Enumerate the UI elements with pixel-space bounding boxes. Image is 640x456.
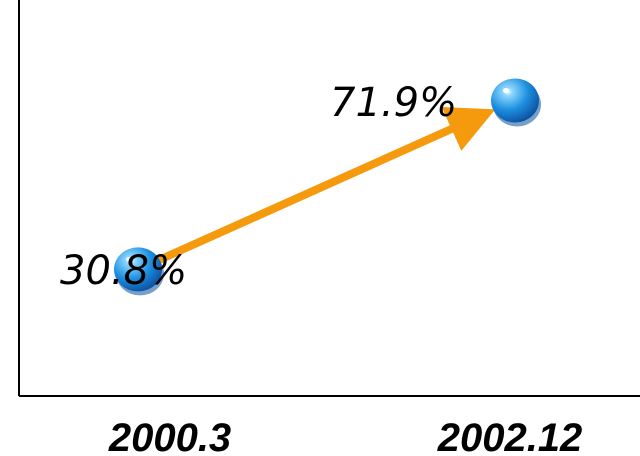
data-label-start: 30.8% [60, 248, 187, 294]
x-tick-label-end: 2002.12 [437, 416, 583, 456]
data-point-0 [114, 247, 164, 296]
data-point-1 [491, 78, 541, 127]
data-label-end: 71.9% [330, 80, 457, 126]
x-tick-label-start: 2000.3 [108, 416, 231, 456]
series-arrow-line [145, 107, 496, 269]
